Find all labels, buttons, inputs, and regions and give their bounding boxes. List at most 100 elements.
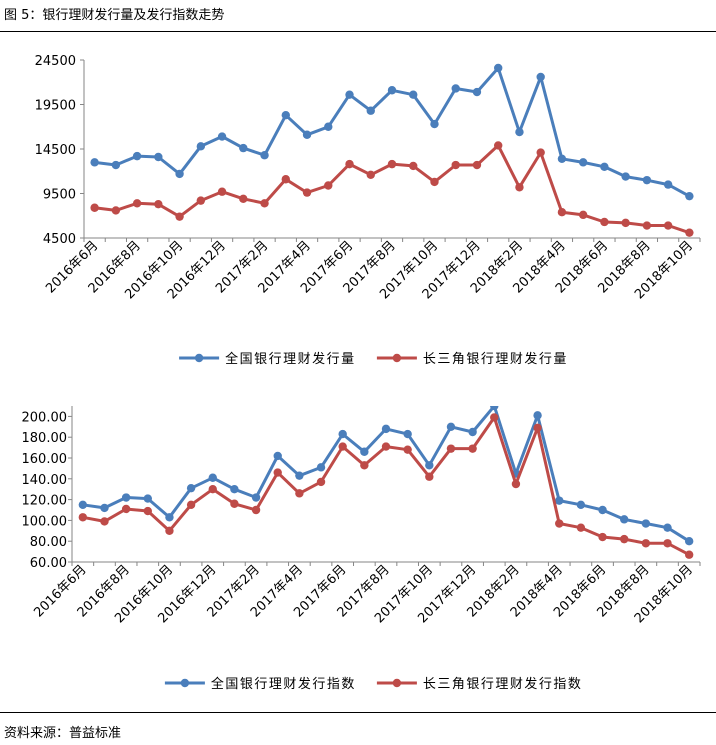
data-point [165,526,174,535]
data-point [90,158,99,167]
data-point [295,489,304,498]
series-line [94,143,690,235]
data-point [175,169,184,179]
series-group [90,141,694,237]
data-point [494,141,503,150]
data-point [536,72,545,82]
series-group [90,63,694,201]
data-point [100,517,109,526]
data-point [430,177,439,187]
series-line [82,415,690,557]
data-point [430,119,439,129]
data-point [90,203,99,212]
data-point [208,485,217,494]
data-point [132,199,142,208]
data-point [196,142,206,151]
series-group [78,413,694,559]
data-point [663,180,673,189]
data-point [620,534,629,544]
data-point [251,505,261,515]
data-point [621,172,630,181]
legend-label: 全国银行理财发行指数 [211,676,356,692]
data-point [446,422,456,431]
legend-swatch-marker [392,353,402,363]
legend-label: 全国银行理财发行量 [225,351,356,367]
data-point [600,162,609,171]
figure-title: 图 5：银行理财发行量及发行指数走势 [4,8,225,23]
data-point [598,532,607,542]
data-point [281,175,290,184]
data-point [555,496,564,505]
data-point [154,199,163,209]
y-tick-label: 9500 [43,188,76,203]
data-point [338,442,347,451]
data-point [78,500,88,509]
data-point [345,159,354,169]
data-point [302,188,312,197]
data-point [366,106,375,115]
data-point [387,159,397,169]
series-group [78,406,694,546]
data-point [533,423,542,433]
data-point [663,539,672,548]
data-point [620,515,629,524]
data-point [641,519,651,528]
data-point [217,187,227,196]
data-point [381,424,391,434]
data-point [641,539,651,548]
y-tick-label: 60.00 [30,556,67,571]
data-point [451,84,460,93]
data-point [468,444,477,453]
data-point [111,206,121,215]
data-point [598,505,607,515]
data-point [132,151,142,161]
data-point [621,218,630,228]
data-point [143,506,152,516]
data-point [472,87,482,97]
source-note: 资料来源：普益标准 [4,726,122,741]
data-point [409,161,418,171]
data-point [533,411,542,420]
legend-swatch-marker [392,678,402,688]
data-point [316,477,326,487]
data-point [251,493,261,502]
data-point [536,148,545,157]
data-point [490,406,499,411]
data-point [366,170,375,180]
data-point [684,550,694,559]
data-point [165,513,174,522]
data-point [338,429,347,439]
data-point [154,152,163,162]
data-point [685,228,694,237]
data-point [78,513,88,522]
y-tick-label: 19500 [35,99,76,114]
data-point [425,461,434,470]
data-point [381,442,391,451]
y-tick-label: 100.00 [22,514,68,529]
data-point [472,160,482,170]
data-point [360,447,369,456]
data-point [403,429,412,439]
data-point [663,523,672,532]
data-point [409,90,418,99]
data-point [451,160,460,170]
data-point [578,210,588,220]
legend-label: 长三角银行理财发行量 [423,351,568,367]
data-point [260,151,269,160]
y-tick-label: 180.00 [22,431,68,446]
data-point [387,86,397,95]
data-point [578,158,588,167]
y-tick-label: 120.00 [22,494,68,509]
data-point [576,500,586,509]
data-point [217,132,227,141]
data-point [121,504,131,514]
data-point [360,461,369,470]
data-point [230,485,239,494]
legend-swatch-marker [194,353,204,363]
data-point [273,451,282,461]
data-point [642,221,652,230]
data-point [324,181,333,190]
data-point [446,444,456,453]
data-point [230,499,239,508]
data-point [557,207,567,217]
